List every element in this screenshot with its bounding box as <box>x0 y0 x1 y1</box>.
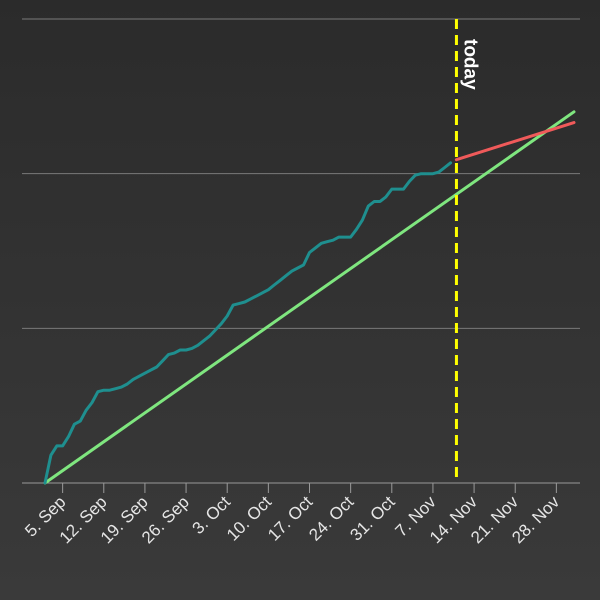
data-point-actual-5 <box>73 423 76 426</box>
data-point-actual-51 <box>344 236 346 238</box>
data-point-actual-13 <box>120 386 123 388</box>
data-point-actual-35 <box>249 298 252 300</box>
data-point-actual-6 <box>79 420 82 422</box>
data-point-actual-55 <box>367 205 370 207</box>
data-point-actual-0 <box>44 482 46 484</box>
data-point-actual-68 <box>443 166 446 169</box>
data-point-actual-16 <box>138 375 140 378</box>
data-point-actual-59 <box>391 188 393 190</box>
data-point-projection-1 <box>573 121 575 124</box>
today-annotation: today <box>454 19 480 483</box>
data-point-ideal-1 <box>573 111 575 113</box>
data-point-actual-9 <box>97 390 99 393</box>
x-tick-label-6: 17. Oct <box>264 492 316 544</box>
data-point-actual-19 <box>155 366 158 368</box>
data-point-actual-58 <box>385 196 387 198</box>
data-point-actual-60 <box>396 188 399 190</box>
data-point-actual-45 <box>308 251 311 254</box>
data-point-actual-61 <box>402 188 405 190</box>
data-point-actual-12 <box>114 387 117 390</box>
data-point-actual-50 <box>338 236 340 238</box>
data-point-actual-17 <box>144 372 146 375</box>
data-point-actual-2 <box>56 445 58 447</box>
data-point-actual-41 <box>285 274 287 277</box>
data-point-actual-56 <box>373 200 376 203</box>
data-point-actual-24 <box>185 349 187 351</box>
data-point-actual-23 <box>179 349 181 351</box>
data-point-actual-7 <box>85 409 87 412</box>
data-point-actual-44 <box>302 264 305 266</box>
data-point-actual-26 <box>197 344 199 347</box>
data-point-actual-43 <box>296 267 299 269</box>
data-point-actual-38 <box>267 288 270 291</box>
data-point-actual-14 <box>126 383 129 385</box>
data-point-actual-29 <box>214 329 217 331</box>
series-line-projection <box>454 121 576 162</box>
data-point-actual-52 <box>349 236 352 238</box>
data-point-actual-21 <box>167 353 170 356</box>
data-point-actual-54 <box>361 219 364 221</box>
data-point-projection-0 <box>455 158 458 161</box>
x-tick-label-12: 28. Nov <box>508 492 563 547</box>
data-point-actual-30 <box>220 322 223 325</box>
x-tick-label-7: 24. Oct <box>305 492 357 544</box>
data-point-actual-18 <box>150 369 152 371</box>
data-point-actual-1 <box>50 454 52 457</box>
x-tick-label-5: 10. Oct <box>223 492 275 544</box>
today-label: today <box>459 39 480 90</box>
data-point-actual-15 <box>132 378 134 381</box>
data-point-actual-66 <box>432 172 434 175</box>
data-point-actual-49 <box>332 239 334 241</box>
x-tick-label-8: 31. Oct <box>346 492 398 544</box>
data-point-actual-28 <box>208 335 211 337</box>
data-point-actual-25 <box>191 347 193 350</box>
data-point-actual-3 <box>61 445 64 447</box>
data-point-actual-8 <box>91 401 93 404</box>
data-point-actual-34 <box>244 301 246 303</box>
data-point-actual-31 <box>226 315 228 317</box>
data-point-actual-62 <box>408 180 411 183</box>
data-point-actual-65 <box>426 172 428 175</box>
data-point-actual-53 <box>355 228 358 231</box>
data-point-actual-10 <box>103 389 105 392</box>
data-point-actual-46 <box>314 247 317 249</box>
data-point-actual-20 <box>161 360 164 362</box>
series-line-ideal <box>43 110 576 485</box>
data-point-actual-63 <box>414 174 417 176</box>
data-point-actual-37 <box>261 292 264 294</box>
data-point-actual-42 <box>291 270 293 272</box>
data-point-actual-36 <box>255 295 258 297</box>
data-point-actual-4 <box>67 435 70 438</box>
series-lines <box>43 110 576 485</box>
data-point-actual-48 <box>326 240 328 243</box>
data-point-actual-64 <box>420 172 423 175</box>
data-point-actual-11 <box>108 389 111 392</box>
data-point-actual-32 <box>232 304 234 306</box>
data-point-actual-40 <box>279 279 281 282</box>
data-point-actual-33 <box>238 302 240 305</box>
data-point-actual-57 <box>379 200 381 203</box>
data-point-actual-39 <box>273 284 276 286</box>
series-line-actual <box>43 161 453 485</box>
data-point-actual-47 <box>320 242 323 245</box>
data-point-actual-69 <box>449 162 452 164</box>
data-point-actual-67 <box>438 171 440 173</box>
data-point-actual-22 <box>173 352 176 354</box>
data-point-actual-27 <box>202 339 205 342</box>
gridlines <box>22 18 580 484</box>
